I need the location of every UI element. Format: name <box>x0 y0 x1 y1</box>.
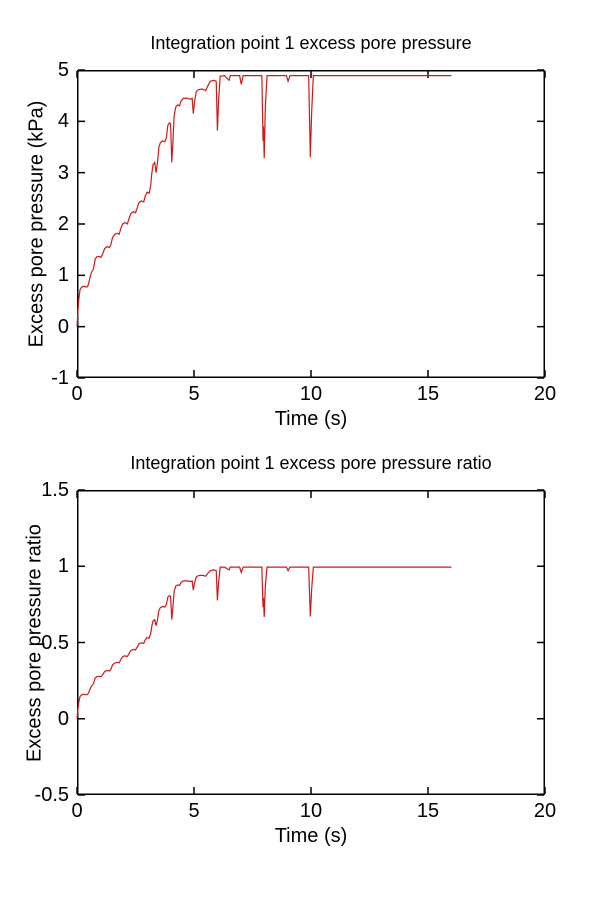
plot-title: Integration point 1 excess pore pressure <box>150 33 472 53</box>
y-tick-label: -1 <box>51 367 69 389</box>
axes-box <box>77 490 545 795</box>
plot-title: Integration point 1 excess pore pressure… <box>130 453 492 473</box>
y-tick-label: 0 <box>57 315 69 338</box>
y-tick-label: 0.5 <box>41 631 69 654</box>
x-tick-label: 20 <box>533 383 557 405</box>
y-tick-label: 2 <box>57 213 69 235</box>
y-tick-label: 1 <box>57 555 69 578</box>
x-tick-label: 20 <box>533 800 557 822</box>
subplot-excess-pore-pressure: Integration point 1 excess pore pressure… <box>26 33 557 430</box>
x-axis-label: Time (s) <box>274 825 348 847</box>
data-line-excess-pore-pressure-ratio <box>76 566 452 719</box>
x-tick-label: 5 <box>188 800 200 822</box>
y-tick-label: 5 <box>57 59 69 81</box>
x-tick-label: 0 <box>71 383 83 405</box>
plot-frame <box>76 69 546 379</box>
y-tick-label: 1.5 <box>41 479 69 501</box>
x-tick-label: 0 <box>71 800 83 822</box>
x-tick-label: 10 <box>299 800 323 822</box>
x-tick-label: 10 <box>299 383 323 405</box>
x-tick-label: 15 <box>416 383 440 405</box>
y-tick-label: 1 <box>57 264 69 287</box>
x-tick-label: 5 <box>188 383 200 405</box>
y-tick-label: 4 <box>57 110 69 133</box>
y-tick-label: 0 <box>57 707 69 730</box>
data-line-excess-pore-pressure <box>76 75 452 327</box>
x-axis-label: Time (s) <box>274 408 348 430</box>
x-tick-label: 15 <box>416 800 440 822</box>
subplot-excess-pore-pressure-ratio: Integration point 1 excess pore pressure… <box>24 453 557 847</box>
plot-frame <box>76 489 546 796</box>
y-tick-label: -0.5 <box>34 784 69 806</box>
axes-box <box>77 70 545 378</box>
y-tick-label: 3 <box>57 161 69 184</box>
